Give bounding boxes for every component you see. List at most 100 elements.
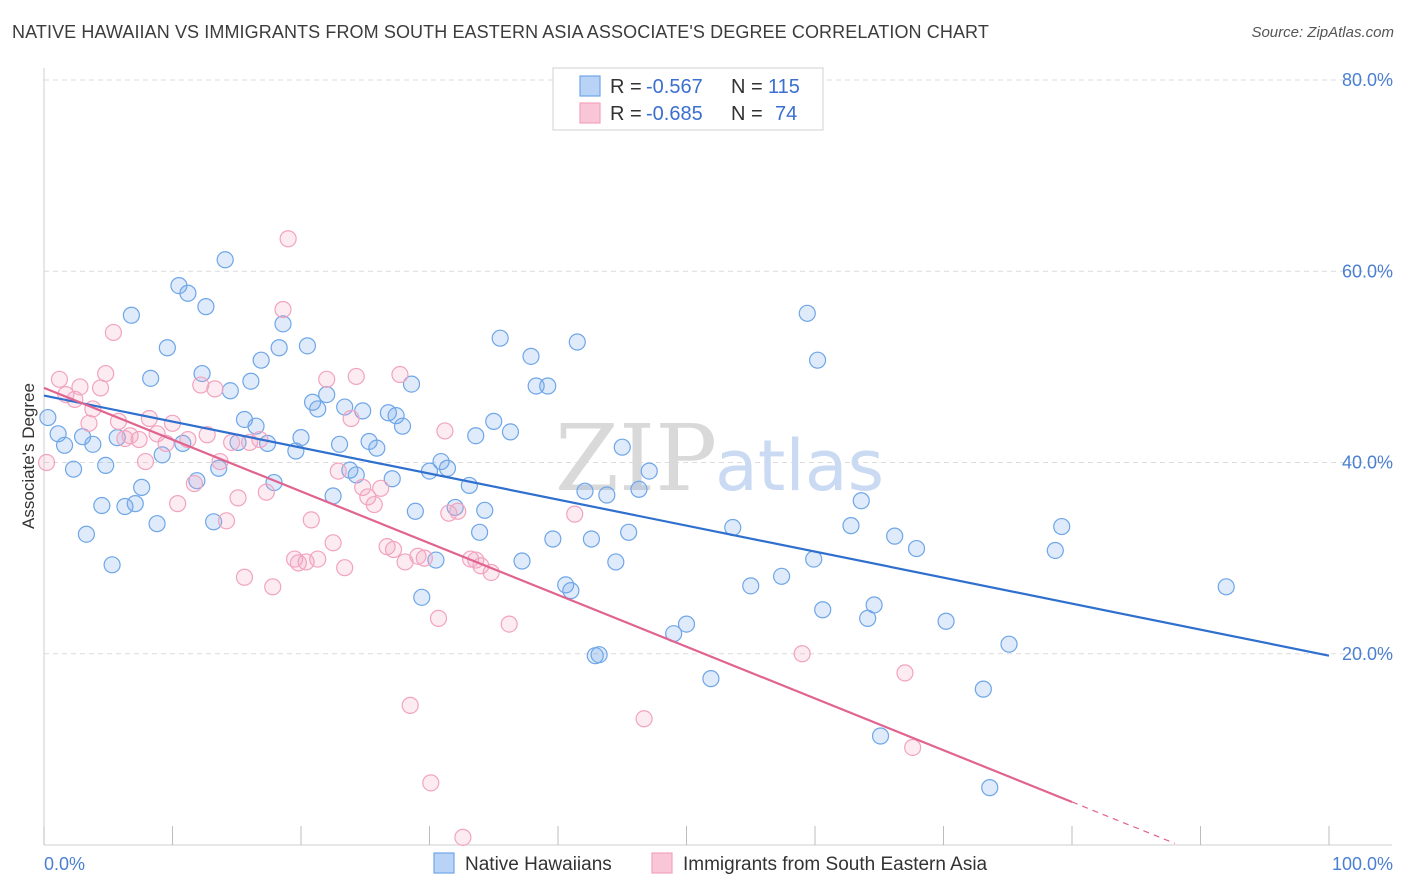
point-native-hawaiians [413,588,431,606]
legend-n-label: N = [731,76,763,98]
point-native-hawaiians [630,480,648,498]
point-native-hawaiians [677,615,696,633]
point-native-hawaiians [620,523,638,541]
source-credit: Source: ZipAtlas.com [1251,24,1394,41]
legend-n-value: 74 [775,103,797,125]
trend-line-immigrants [43,386,1073,803]
point-native-hawaiians [252,351,270,369]
watermark-atlas: atlas [715,425,884,507]
y-tick-label: 20.0% [1342,644,1393,664]
point-immigrants [896,664,914,682]
point-immigrants [229,489,247,507]
point-native-hawaiians [298,337,317,355]
point-immigrants [169,495,187,513]
data-points [37,230,1235,846]
grid-lines [44,79,1392,655]
point-immigrants [324,534,342,552]
point-native-hawaiians [598,486,616,504]
point-native-hawaiians [522,347,540,365]
point-immigrants [384,540,403,559]
point-native-hawaiians [576,482,594,500]
point-immigrants [206,380,224,398]
point-native-hawaiians [93,496,111,515]
point-native-hawaiians [467,427,485,445]
x-tick-label: 0.0% [44,854,85,874]
point-native-hawaiians [242,372,260,390]
point-immigrants [104,323,122,342]
y-tick-label: 60.0% [1342,261,1393,281]
point-native-hawaiians [205,513,223,531]
point-native-hawaiians [158,339,176,357]
point-native-hawaiians [116,497,134,516]
bottom-legend-swatch-immigrants [651,852,673,874]
point-immigrants [318,370,336,388]
point-native-hawaiians [432,452,450,471]
point-native-hawaiians [197,298,215,316]
point-immigrants [354,478,372,496]
point-immigrants [37,453,56,472]
point-native-hawaiians [368,439,386,457]
point-native-hawaiians [210,459,228,477]
point-immigrants [279,230,297,248]
point-immigrants [80,414,98,432]
y-axis-label: Associate's Degree [19,383,38,529]
point-immigrants [449,502,467,520]
point-native-hawaiians [476,501,494,519]
point-immigrants [50,370,69,388]
point-immigrants [635,710,653,728]
point-immigrants [185,474,203,493]
point-immigrants [329,462,347,480]
point-native-hawaiians [221,382,239,400]
point-immigrants [217,512,236,530]
point-immigrants [401,696,419,714]
point-native-hawaiians [1046,541,1064,560]
point-immigrants [436,422,454,440]
point-native-hawaiians [501,423,520,441]
point-immigrants [264,578,282,596]
trend-extension-immigrants [1071,801,1176,844]
trend-lines [43,386,1330,844]
point-native-hawaiians [544,530,562,548]
point-native-hawaiians [148,515,166,533]
watermark: ZIP atlas [555,405,884,512]
point-native-hawaiians [103,556,121,574]
bottom-legend: Native Hawaiians Immigrants from South E… [433,852,988,875]
chart-title: NATIVE HAWAIIAN VS IMMIGRANTS FROM SOUTH… [12,22,989,42]
point-native-hawaiians [871,727,890,745]
point-native-hawaiians [702,670,720,688]
point-immigrants [415,549,433,567]
legend-r-label: R = [610,103,642,125]
point-native-hawaiians [742,577,760,595]
axes [43,68,1392,846]
point-native-hawaiians [188,472,206,490]
point-native-hawaiians [274,315,292,333]
point-immigrants [257,483,275,501]
point-native-hawaiians [772,567,791,585]
point-immigrants [97,364,115,383]
point-native-hawaiians [142,369,160,387]
legend-r-label: R = [610,76,642,98]
point-immigrants [91,379,110,397]
point-native-hawaiians [1217,578,1235,596]
legend-r-value: -0.567 [646,76,703,98]
point-immigrants [372,479,390,497]
point-immigrants [223,433,241,452]
point-immigrants [365,495,383,514]
point-immigrants [454,828,472,846]
point-native-hawaiians [122,306,140,324]
point-native-hawaiians [216,251,234,269]
legend-swatch-native-hawaiians [579,75,601,97]
bottom-legend-label-immigrants: Immigrants from South Eastern Asia [683,854,988,875]
point-native-hawaiians [582,530,601,548]
point-native-hawaiians [292,429,310,447]
legend-box: R = -0.567 N = 115 R = -0.685 N = 74 [552,67,824,131]
point-native-hawaiians [1053,517,1071,536]
point-native-hawaiians [613,438,631,456]
watermark-zip: ZIP [555,405,717,512]
point-native-hawaiians [383,470,401,488]
point-native-hawaiians [491,329,509,347]
point-immigrants [274,300,292,319]
point-native-hawaiians [270,339,288,357]
point-native-hawaiians [64,460,83,478]
